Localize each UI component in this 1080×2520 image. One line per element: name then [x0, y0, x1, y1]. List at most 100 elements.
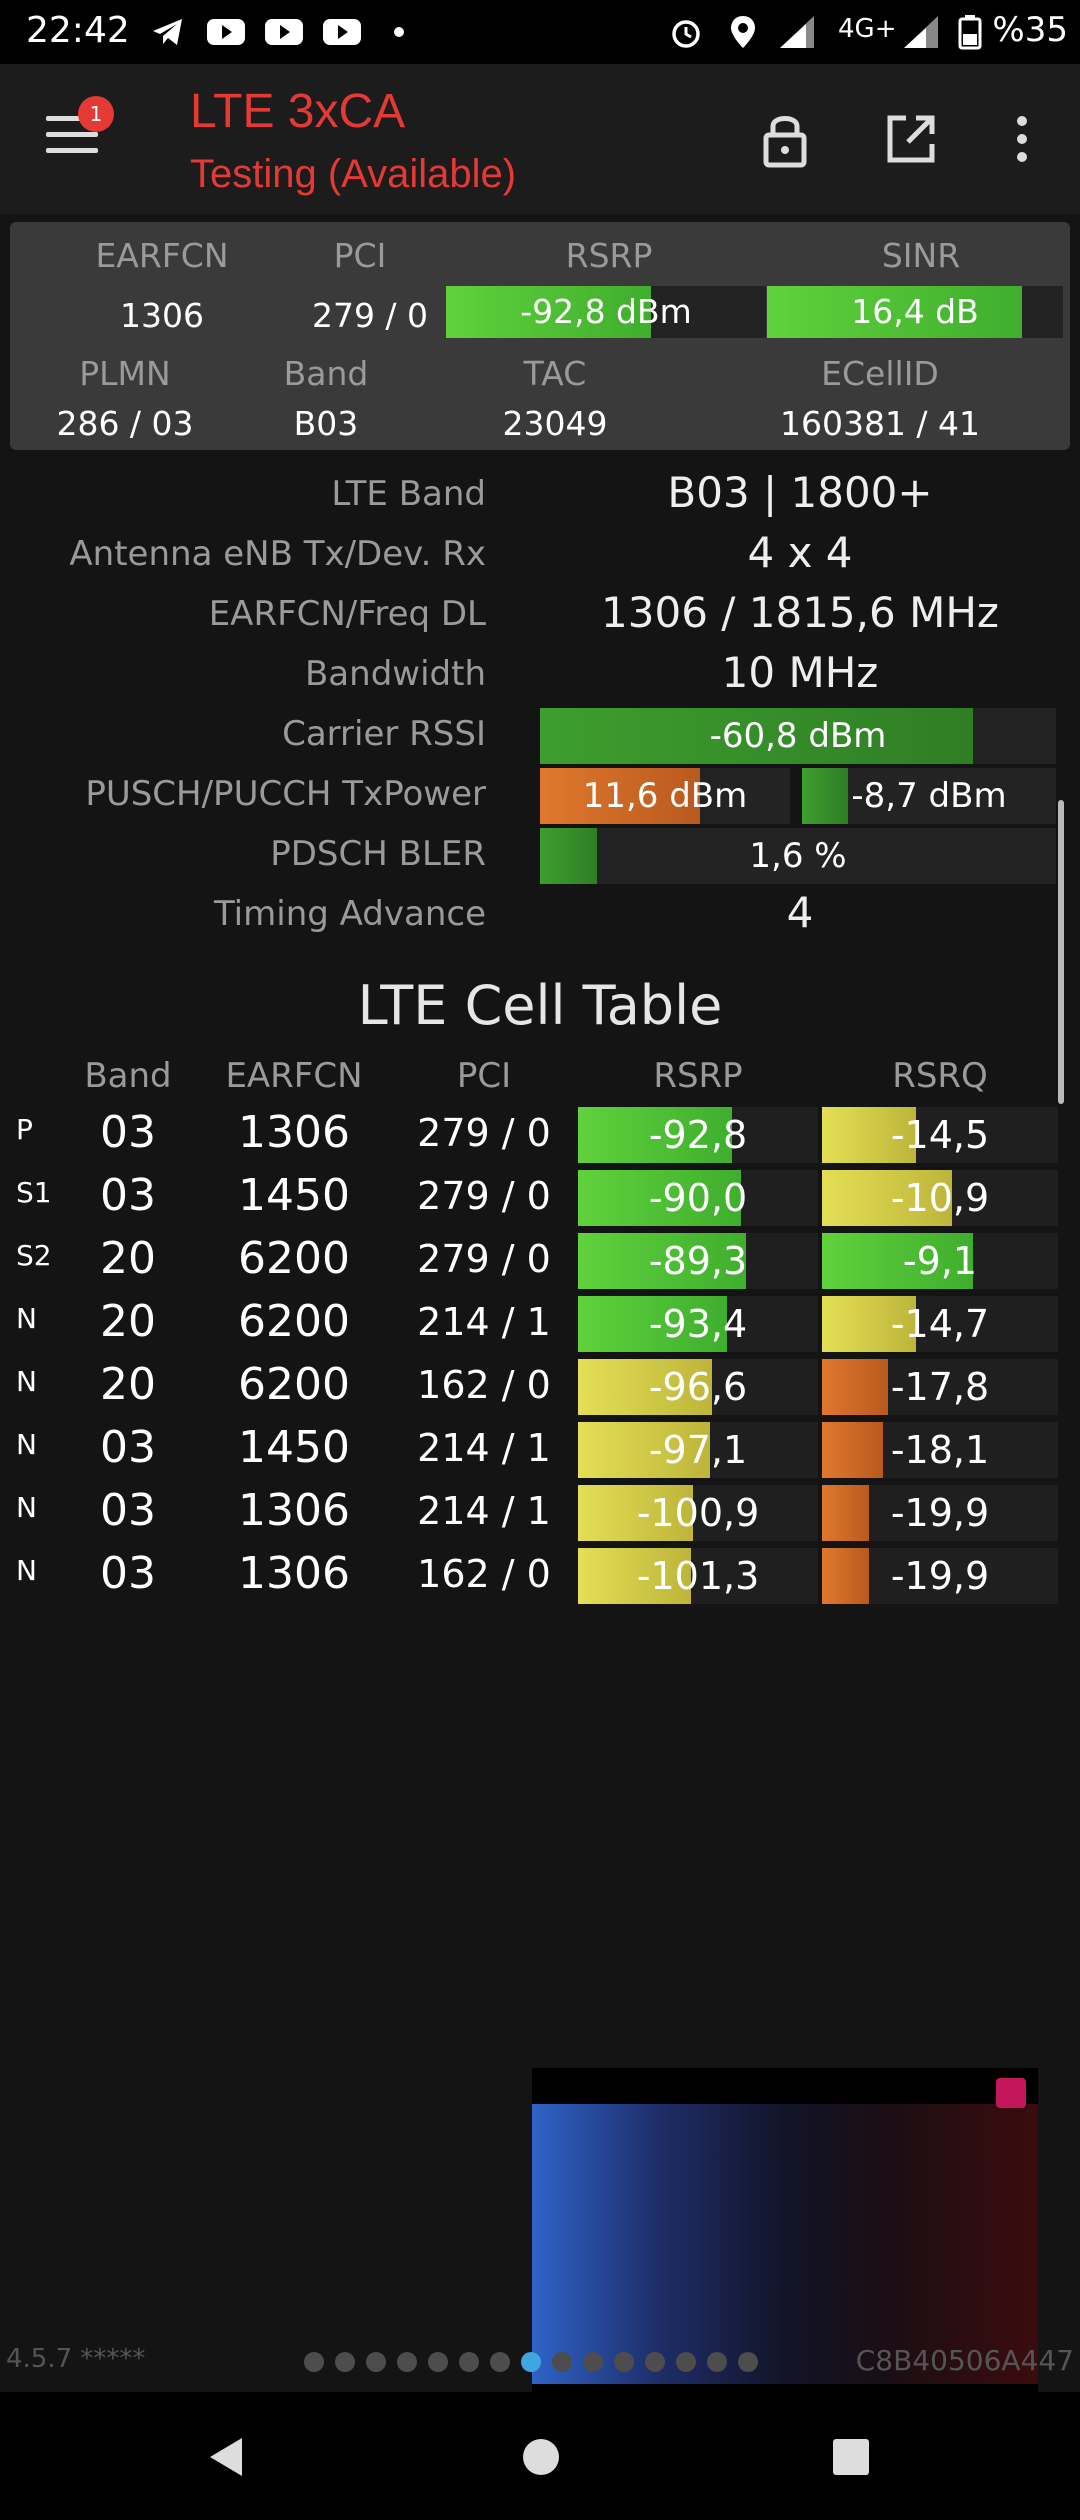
page-indicator[interactable] [304, 2352, 758, 2372]
sinr-bar: 16,4 dB [767, 286, 1063, 338]
signal-icon [780, 16, 814, 48]
cell-rsrq-fill [822, 1548, 870, 1604]
page-dot[interactable] [397, 2352, 417, 2372]
header-earfcn: EARFCN [225, 1056, 363, 1096]
page-dot[interactable] [707, 2352, 727, 2372]
cell-rsrq-fill [822, 1422, 884, 1478]
cell-rsrp-fill [578, 1485, 694, 1541]
video-overlay[interactable] [532, 2068, 1038, 2442]
table-row: S2 20 6200 279 / 0 -89,3 -9,1 [0, 1229, 1080, 1292]
cell-type: N [16, 1491, 37, 1524]
recents-icon[interactable] [816, 2422, 886, 2492]
cell-band: 03 [100, 1170, 156, 1221]
cell-rsrp-fill [578, 1548, 691, 1604]
page-dot[interactable] [304, 2352, 324, 2372]
cell-pci: 279 / 0 [417, 1174, 551, 1218]
open-external-icon[interactable] [876, 104, 946, 174]
cell-table-title: LTE Cell Table [357, 974, 723, 1037]
cell-band: 03 [100, 1485, 156, 1536]
header-rsrq: RSRQ [892, 1056, 988, 1096]
telegram-icon [153, 19, 182, 45]
cell-type: N [16, 1302, 37, 1335]
cell-rsrp-bar: -92,8 [578, 1107, 818, 1163]
summary-panel: EARFCN PCI RSRP SINR 1306 279 / 0 -92,8 … [10, 222, 1070, 450]
page-dot[interactable] [583, 2352, 603, 2372]
cell-pci: 162 / 0 [417, 1363, 551, 1407]
page-dot[interactable] [490, 2352, 510, 2372]
rsrp-label: RSRP [565, 236, 653, 275]
pusch-bar-fill [540, 768, 700, 824]
lte-band-label: LTE Band [331, 474, 486, 514]
page-dot[interactable] [645, 2352, 665, 2372]
page-dot[interactable] [335, 2352, 355, 2372]
back-icon[interactable] [192, 2422, 262, 2492]
cell-rsrq: -18,1 [890, 1428, 990, 1472]
page-dot[interactable] [676, 2352, 696, 2372]
lte-band-value: B03 | 1800+ [667, 468, 933, 517]
table-row: N 20 6200 162 / 0 -96,6 -17,8 [0, 1355, 1080, 1418]
sinr-label: SINR [881, 236, 961, 275]
header-rsrp: RSRP [653, 1056, 743, 1096]
cell-rsrp: -97,1 [648, 1428, 748, 1472]
pucch-bar-fill [802, 768, 848, 824]
more-options-icon[interactable] [1000, 104, 1070, 174]
ta-value: 4 [786, 888, 814, 937]
page-dot[interactable] [459, 2352, 479, 2372]
rsrp-bar-fill [446, 286, 651, 338]
page-dot[interactable] [738, 2352, 758, 2372]
youtube-icon [207, 19, 245, 45]
ta-label: Timing Advance [213, 894, 486, 934]
ecellid-label: ECellID [821, 354, 939, 393]
cell-rsrp-bar: -90,0 [578, 1170, 818, 1226]
cell-rsrp-fill [578, 1107, 732, 1163]
cell-rsrp-fill [578, 1296, 727, 1352]
video-frame[interactable] [532, 2104, 1038, 2384]
cell-earfcn: 6200 [238, 1233, 350, 1284]
page-dot[interactable] [428, 2352, 448, 2372]
app-subtitle: Testing (Available) [190, 152, 517, 196]
bler-value: 1,6 % [749, 836, 847, 876]
battery-percent: %35 [992, 10, 1068, 50]
cell-band: 20 [100, 1359, 156, 1410]
cell-band: 03 [100, 1107, 156, 1158]
freq-label: EARFCN/Freq DL [208, 594, 486, 634]
cell-earfcn: 6200 [238, 1296, 350, 1347]
cell-rsrp: -100,9 [636, 1491, 760, 1535]
cell-rsrq-fill [822, 1170, 952, 1226]
bandwidth-label: Bandwidth [304, 654, 486, 694]
cell-earfcn: 1306 [238, 1485, 350, 1536]
rssi-label: Carrier RSSI [282, 714, 486, 754]
rssi-bar-fill [540, 708, 974, 764]
cell-rsrp-bar: -101,3 [578, 1548, 818, 1604]
cell-rsrq-bar: -19,9 [822, 1548, 1058, 1604]
page-dot[interactable] [521, 2352, 541, 2372]
page-dot[interactable] [366, 2352, 386, 2372]
app-bar: 1 LTE 3xCA Testing (Available) [0, 64, 1080, 214]
lock-icon[interactable] [750, 104, 820, 174]
page-dot[interactable] [552, 2352, 572, 2372]
menu-icon[interactable] [46, 116, 98, 158]
cell-rsrp-bar: -93,4 [578, 1296, 818, 1352]
cell-rsrp-bar: -100,9 [578, 1485, 818, 1541]
cell-type: S2 [16, 1239, 52, 1272]
youtube-icon [323, 19, 361, 45]
band-label: Band [283, 354, 369, 393]
status-time: 22:42 [26, 10, 130, 51]
cell-type: S1 [16, 1176, 52, 1209]
scrollbar[interactable] [1058, 800, 1064, 1104]
cell-rsrp: -89,3 [648, 1239, 748, 1283]
cell-pci: 279 / 0 [417, 1237, 551, 1281]
pusch-value: 11,6 dBm [582, 776, 748, 816]
cell-rsrp-fill [578, 1359, 713, 1415]
cell-rsrq-fill [822, 1296, 917, 1352]
cell-rsrp: -96,6 [648, 1365, 748, 1409]
cell-rsrq-bar: -14,7 [822, 1296, 1058, 1352]
home-icon[interactable] [506, 2422, 576, 2492]
page-dot[interactable] [614, 2352, 634, 2372]
cell-rsrq-fill [822, 1485, 870, 1541]
cell-rsrp: -93,4 [648, 1302, 748, 1346]
battery-icon [958, 15, 982, 50]
bler-bar-fill [540, 828, 597, 884]
cell-rsrq: -19,9 [890, 1491, 990, 1535]
cell-band: 20 [100, 1233, 156, 1284]
